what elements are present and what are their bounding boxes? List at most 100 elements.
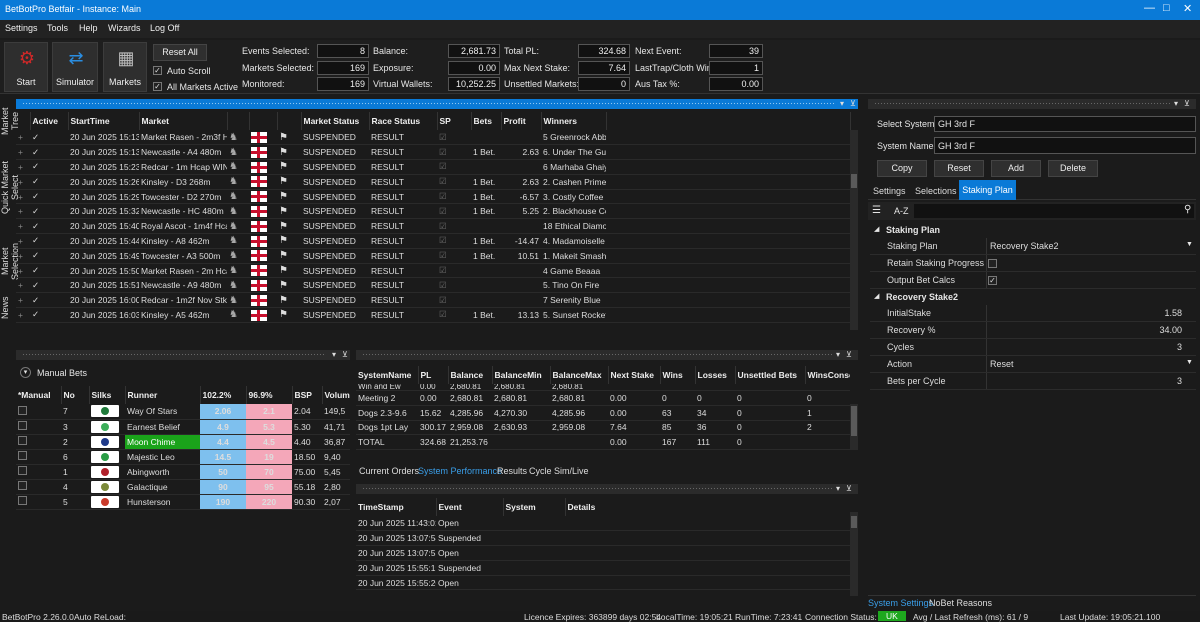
expand-icon[interactable]: +: [16, 263, 30, 279]
runner-cell[interactable]: Hunsterson: [125, 494, 200, 510]
active-checkbox[interactable]: ✓: [30, 174, 68, 190]
market-cell[interactable]: Kinsley - A8 462m: [139, 233, 227, 249]
collapse-icon[interactable]: ▾: [20, 367, 31, 378]
tab-market-selection[interactable]: Market Selection: [0, 242, 20, 280]
table-row[interactable]: Meeting 2 0.00 2,680.81 2,680.81 2,680.81 0.0…: [356, 390, 850, 406]
header-sp[interactable]: SP: [437, 112, 472, 130]
lay-price-cell[interactable]: 2.1: [246, 404, 292, 420]
categorized-icon[interactable]: ☰: [872, 205, 881, 216]
property-search-input[interactable]: [914, 204, 1194, 218]
sp-checkbox[interactable]: ☑: [437, 233, 471, 249]
runner-cell[interactable]: Abingworth: [125, 464, 200, 480]
start-button[interactable]: ⚙ Start: [4, 42, 48, 92]
sp-checkbox[interactable]: ☑: [437, 292, 471, 309]
table-row[interactable]: + ✓ 20 Jun 2025 15:40 Royal Ascot - 1m4f Hc…: [16, 218, 850, 235]
table-row[interactable]: 20 Jun 2025 13:07:54 Suspended: [356, 530, 850, 547]
active-checkbox[interactable]: ✓: [30, 277, 68, 294]
pin-icon[interactable]: ⊻: [850, 99, 856, 108]
select-system-dropdown[interactable]: GH 3rd F: [934, 116, 1196, 132]
table-row[interactable]: 20 Jun 2025 15:55:19 Suspended: [356, 560, 850, 576]
header-volume[interactable]: Volume: [322, 386, 350, 404]
table-row[interactable]: 2 Moon Chime 4.4 4.5 4.40 36,87: [16, 434, 350, 450]
manual-checkbox[interactable]: [16, 449, 61, 465]
back-price-cell[interactable]: 14.5: [200, 449, 246, 465]
table-row[interactable]: + ✓ 20 Jun 2025 15:29 Towcester - D2 270m ♞ ⚑…: [16, 189, 850, 205]
perf-header[interactable]: PL: [418, 366, 449, 384]
prop-value[interactable]: 3: [986, 373, 1196, 389]
copy-button[interactable]: Copy: [877, 160, 927, 177]
expand-icon[interactable]: +: [16, 130, 30, 146]
events-scrollbar[interactable]: [850, 512, 858, 596]
pin-icon[interactable]: ⊻: [1184, 99, 1190, 108]
prop-value[interactable]: Reset: [986, 356, 1196, 372]
prop-initial-stake[interactable]: InitialStake 1.58: [870, 305, 1196, 322]
runner-cell[interactable]: Way Of Stars: [125, 404, 200, 420]
header-profit[interactable]: Profit: [501, 112, 542, 130]
active-checkbox[interactable]: ✓: [30, 263, 68, 279]
prop-action[interactable]: Action Reset ▼: [870, 356, 1196, 373]
sp-checkbox[interactable]: ☑: [437, 277, 471, 294]
minimize-icon[interactable]: —: [1144, 2, 1155, 14]
header-market-status[interactable]: Market Status: [301, 112, 370, 130]
dropdown-icon[interactable]: ▾: [836, 484, 841, 493]
table-row[interactable]: 6 Majestic Leo 14.5 19 18.50 9,40: [16, 449, 350, 465]
table-row[interactable]: 5 Hunsterson 190 220 90.30 2,07: [16, 494, 350, 510]
market-cell[interactable]: Newcastle - A9 480m: [139, 277, 227, 294]
header-starttime[interactable]: StartTime: [68, 112, 140, 130]
active-checkbox[interactable]: ✓: [30, 233, 68, 249]
header-active[interactable]: Active: [30, 112, 69, 130]
back-price-cell[interactable]: 90: [200, 479, 246, 495]
delete-button[interactable]: Delete: [1048, 160, 1098, 177]
markets-button[interactable]: ▦ Markets: [103, 42, 147, 92]
retain-staking-checkbox[interactable]: [988, 259, 997, 268]
table-row[interactable]: 7 Way Of Stars 2.06 2.1 2.04 149,5: [16, 404, 350, 420]
header-no[interactable]: No: [61, 386, 90, 404]
market-cell[interactable]: Kinsley - D3 268m: [139, 174, 227, 190]
pin-icon[interactable]: ⊻: [846, 484, 852, 493]
back-price-cell[interactable]: 190: [200, 494, 246, 510]
perf-header[interactable]: Losses: [695, 366, 736, 384]
tab-current-orders[interactable]: Current Orders: [359, 466, 420, 476]
sp-checkbox[interactable]: ☑: [437, 144, 471, 161]
market-cell[interactable]: Towcester - D2 270m: [139, 189, 227, 205]
tab-nobet-reasons[interactable]: NoBet Reasons: [929, 598, 993, 608]
system-name-input[interactable]: GH 3rd F: [934, 137, 1196, 154]
expand-icon[interactable]: +: [16, 189, 30, 205]
chevron-down-icon[interactable]: ▼: [1186, 359, 1193, 366]
header-lay-book[interactable]: 96.9%: [246, 386, 293, 404]
expand-icon[interactable]: +: [16, 144, 30, 161]
market-cell[interactable]: Kinsley - A5 462m: [139, 307, 227, 323]
tab-cycle-sim-live[interactable]: Cycle Sim/Live: [529, 466, 589, 476]
dropdown-icon[interactable]: ▾: [836, 350, 841, 359]
table-row-partial[interactable]: Win and Ew 0.00 2,680.81 2,680.81 2,680.81: [356, 384, 850, 391]
runner-cell[interactable]: Earnest Belief: [125, 419, 200, 435]
table-row[interactable]: 20 Jun 2025 11:43:01 Open: [356, 516, 850, 532]
sp-checkbox[interactable]: ☑: [437, 203, 471, 220]
prop-value[interactable]: 1.58: [986, 305, 1196, 321]
simulator-button[interactable]: ⇄ Simulator: [52, 42, 98, 92]
header-market[interactable]: Market: [139, 112, 228, 130]
lay-price-cell[interactable]: 220: [246, 494, 292, 510]
collapse-icon[interactable]: ◢: [874, 226, 880, 233]
header-bsp[interactable]: BSP: [292, 386, 323, 404]
sp-checkbox[interactable]: ☑: [437, 130, 471, 146]
category-staking-plan[interactable]: ◢ Staking Plan: [870, 222, 1196, 239]
expand-icon[interactable]: +: [16, 203, 30, 220]
checkbox-box[interactable]: [18, 436, 27, 445]
active-checkbox[interactable]: ✓: [30, 203, 68, 220]
expand-icon[interactable]: +: [16, 277, 30, 294]
active-checkbox[interactable]: ✓: [30, 292, 68, 309]
active-checkbox[interactable]: ✓: [30, 189, 68, 205]
manual-checkbox[interactable]: [16, 434, 61, 450]
menu-tools[interactable]: Tools: [47, 23, 69, 33]
prop-recovery-percent[interactable]: Recovery % 34.00: [870, 322, 1196, 339]
add-button[interactable]: Add: [991, 160, 1041, 177]
manual-checkbox[interactable]: [16, 479, 61, 495]
dropdown-icon[interactable]: ▾: [840, 99, 845, 108]
market-cell[interactable]: Royal Ascot - 1m4f Hca: [139, 218, 227, 235]
tab-market-tree[interactable]: Market Tree: [0, 107, 20, 135]
market-cell[interactable]: Market Rasen - 2m Hca: [139, 263, 227, 279]
active-checkbox[interactable]: ✓: [30, 144, 68, 161]
table-row[interactable]: 4 Galactique 90 95 55.18 2,80: [16, 479, 350, 495]
sp-checkbox[interactable]: ☑: [437, 218, 471, 235]
